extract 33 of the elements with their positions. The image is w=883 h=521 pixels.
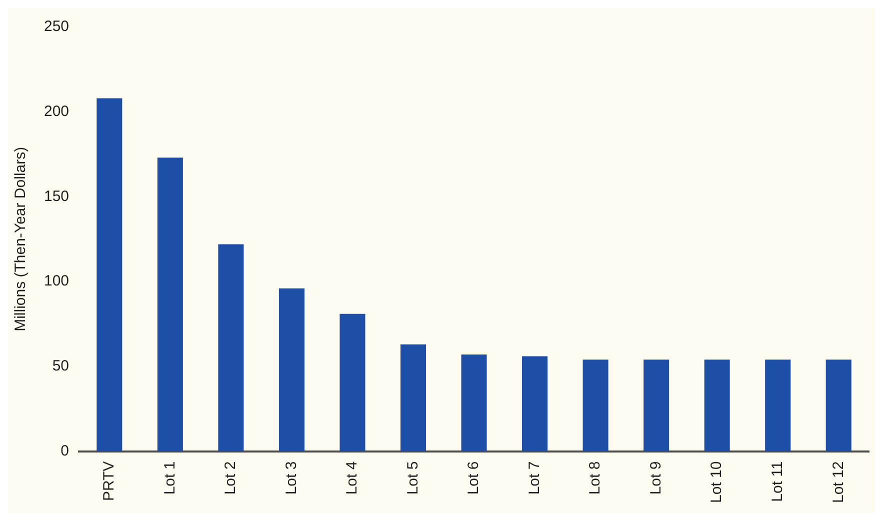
- bar: [704, 360, 730, 452]
- y-tick-label: 250: [44, 18, 70, 36]
- x-tick-label: Lot 10: [708, 461, 726, 504]
- bar: [400, 344, 426, 452]
- x-tick-label: Lot 6: [465, 461, 482, 495]
- bar: [218, 244, 244, 452]
- x-tick-label: Lot 4: [344, 461, 361, 495]
- bar: [582, 360, 608, 452]
- bar: [340, 314, 366, 452]
- bar: [765, 360, 791, 452]
- bar: [461, 354, 487, 452]
- y-tick-label: 50: [52, 358, 70, 375]
- bar: [522, 356, 548, 452]
- y-tick-label: 0: [60, 442, 70, 460]
- bar: [826, 360, 852, 452]
- x-tick-label: Lot 7: [526, 461, 543, 495]
- x-tick-label: PRTV: [100, 461, 118, 502]
- x-tick-label: Lot 8: [586, 461, 604, 495]
- bar: [96, 98, 122, 452]
- bar: [278, 288, 304, 452]
- x-tick-label: Lot 5: [404, 461, 422, 495]
- x-tick-label: Lot 11: [768, 461, 786, 502]
- x-tick-label: Lot 9: [647, 461, 664, 495]
- x-tick-label: Lot 1: [161, 461, 178, 495]
- y-tick-label: 100: [44, 272, 70, 290]
- x-tick-label: Lot 2: [222, 461, 240, 495]
- y-tick-label: 200: [44, 103, 70, 120]
- bar: [157, 158, 183, 452]
- x-tick-label: Lot 3: [282, 461, 300, 495]
- y-axis-title: Millions (Then-Year Dollars): [12, 146, 30, 332]
- bar: [644, 360, 670, 452]
- x-tick-label: Lot 12: [830, 461, 847, 504]
- y-tick-label: 150: [44, 188, 70, 205]
